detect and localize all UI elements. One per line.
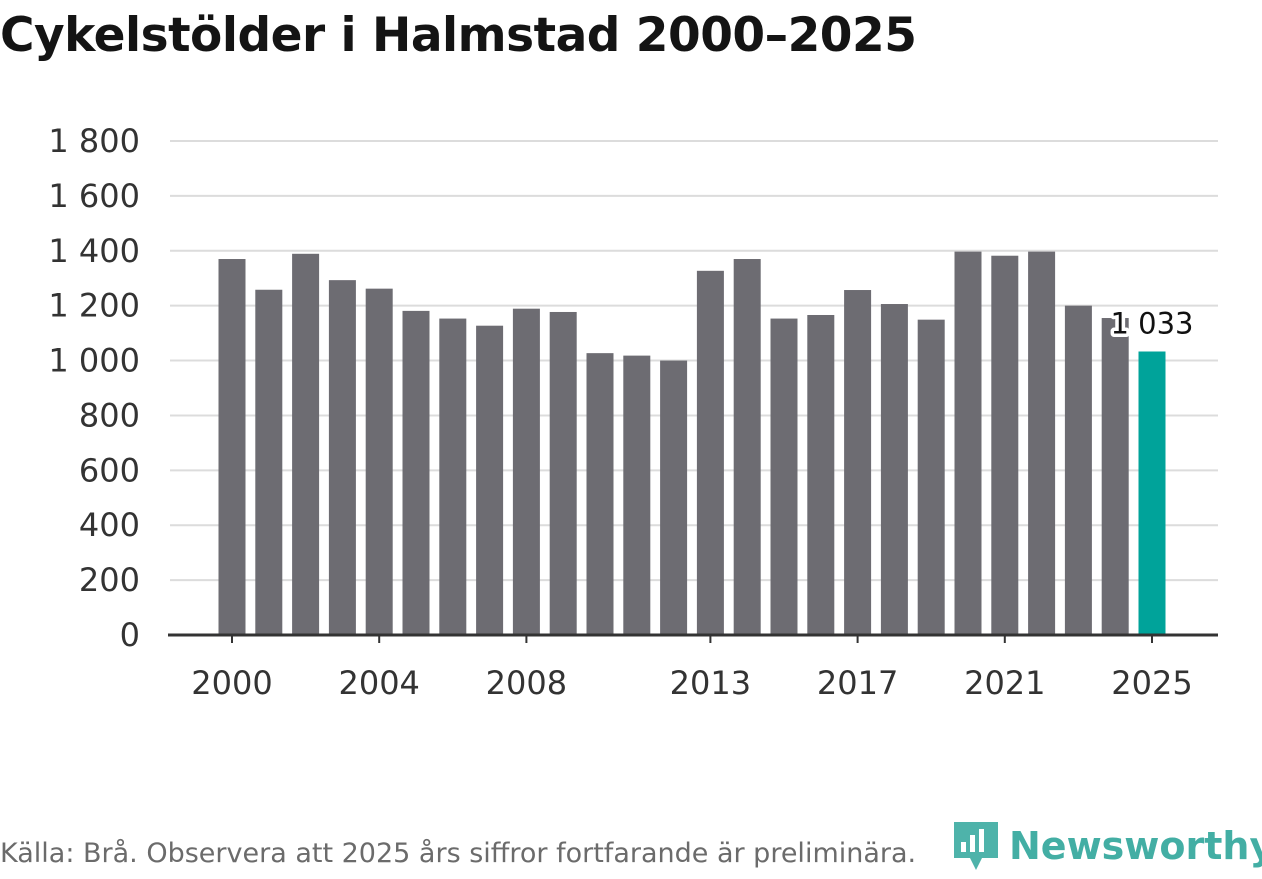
y-axis-tick-labels: 0 200 400 600 800 1 000 1 200 1 400 1 600 1 800 <box>48 122 140 654</box>
bar-2009[interactable] <box>549 311 577 635</box>
bar-2006[interactable] <box>439 318 467 635</box>
bar-2015[interactable] <box>770 318 798 635</box>
gridlines <box>170 140 1218 582</box>
newsworthy-logo-text: Newsworthy <box>1009 824 1262 868</box>
data-label-2025: 1 033 <box>1110 306 1193 340</box>
y-tick-label: 0 <box>120 616 140 654</box>
bar-2024[interactable] <box>1101 318 1129 635</box>
source-note: Källa: Brå. Observera att 2025 års siffr… <box>0 838 917 869</box>
bar-2005[interactable] <box>402 310 430 635</box>
bar-2007[interactable] <box>476 325 504 635</box>
bars <box>218 251 1166 635</box>
y-tick-label: 1 000 <box>48 342 140 380</box>
x-tick-label: 2004 <box>338 664 419 702</box>
chart-title: Cykelstölder i Halmstad 2000–2025 <box>0 8 917 63</box>
bar-2018[interactable] <box>880 304 908 635</box>
y-tick-label: 600 <box>79 451 140 489</box>
x-tick-label: 2017 <box>817 664 898 702</box>
bar-2016[interactable] <box>807 314 835 635</box>
x-tick-label: 2008 <box>486 664 567 702</box>
bar-2023[interactable] <box>1064 305 1092 635</box>
bar-2020[interactable] <box>954 251 982 635</box>
data-labels: 1 033 <box>1107 303 1197 344</box>
bar-2010[interactable] <box>586 353 614 635</box>
x-tick-label: 2021 <box>964 664 1045 702</box>
x-tick-label: 2000 <box>191 664 272 702</box>
y-tick-label: 1 400 <box>48 232 140 270</box>
bar-2004[interactable] <box>365 288 393 635</box>
x-axis-tick-labels: 2000 2004 2008 2013 2017 2021 2025 <box>191 635 1193 702</box>
y-tick-label: 400 <box>79 506 140 544</box>
bar-2014[interactable] <box>733 259 761 635</box>
bar-2025[interactable] <box>1138 351 1166 635</box>
bar-2012[interactable] <box>660 360 688 635</box>
x-tick-label: 2025 <box>1111 664 1192 702</box>
newsworthy-logo[interactable]: Newsworthy <box>951 818 1262 874</box>
bar-2002[interactable] <box>292 253 320 635</box>
bar-2000[interactable] <box>218 259 246 635</box>
y-tick-label: 1 600 <box>48 177 140 215</box>
bar-2017[interactable] <box>844 290 872 635</box>
bar-2021[interactable] <box>991 255 1019 635</box>
bar-2019[interactable] <box>917 319 945 635</box>
bar-2022[interactable] <box>1028 251 1056 635</box>
newsworthy-logo-icon <box>954 822 998 870</box>
y-tick-label: 200 <box>79 561 140 599</box>
y-tick-label: 1 800 <box>48 122 140 160</box>
bar-2001[interactable] <box>255 289 283 635</box>
x-tick-label: 2013 <box>670 664 751 702</box>
bar-2013[interactable] <box>696 270 724 635</box>
y-tick-label: 800 <box>79 396 140 434</box>
bar-2008[interactable] <box>512 308 540 635</box>
bar-2011[interactable] <box>623 355 651 635</box>
bar-2003[interactable] <box>328 280 356 635</box>
y-tick-label: 1 200 <box>48 287 140 325</box>
